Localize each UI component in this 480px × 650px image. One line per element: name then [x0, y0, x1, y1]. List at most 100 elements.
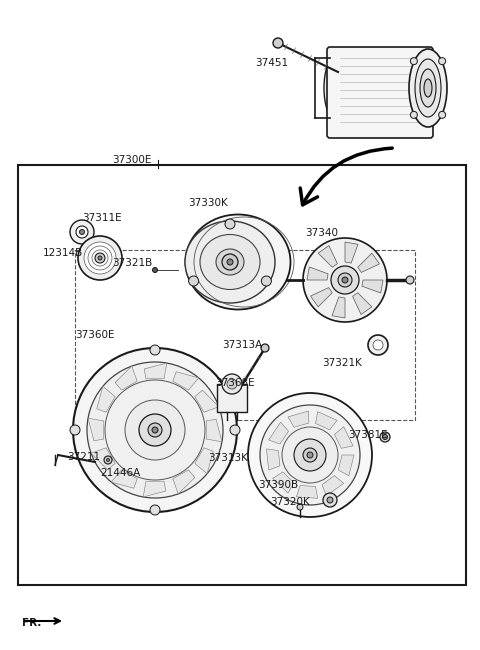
Circle shape: [107, 458, 109, 462]
Ellipse shape: [200, 235, 260, 289]
Polygon shape: [91, 448, 115, 470]
Polygon shape: [206, 419, 222, 442]
Circle shape: [406, 276, 414, 284]
Circle shape: [78, 236, 122, 280]
Circle shape: [87, 362, 223, 498]
Circle shape: [342, 277, 348, 283]
Ellipse shape: [415, 59, 441, 117]
Circle shape: [248, 393, 372, 517]
Polygon shape: [338, 455, 354, 476]
Ellipse shape: [409, 49, 447, 127]
Circle shape: [148, 423, 162, 437]
Circle shape: [153, 268, 157, 272]
Polygon shape: [173, 470, 195, 494]
Text: 12314B: 12314B: [43, 248, 83, 258]
Circle shape: [273, 38, 283, 48]
Polygon shape: [173, 372, 199, 390]
FancyArrowPatch shape: [300, 148, 392, 205]
Polygon shape: [332, 297, 345, 318]
Circle shape: [307, 452, 313, 458]
Text: 37330K: 37330K: [188, 198, 228, 208]
Circle shape: [222, 374, 242, 394]
Polygon shape: [144, 363, 167, 379]
Polygon shape: [115, 366, 137, 390]
Ellipse shape: [420, 69, 436, 107]
Circle shape: [261, 344, 269, 352]
Polygon shape: [362, 280, 383, 293]
Circle shape: [303, 238, 387, 322]
Circle shape: [262, 276, 271, 286]
Circle shape: [92, 250, 108, 266]
Text: 37390B: 37390B: [258, 480, 298, 490]
Circle shape: [80, 229, 84, 235]
Ellipse shape: [185, 214, 290, 309]
Text: 37320K: 37320K: [270, 497, 310, 507]
Circle shape: [338, 273, 352, 287]
Circle shape: [150, 345, 160, 355]
Text: 37313K: 37313K: [208, 453, 248, 463]
Circle shape: [95, 253, 105, 263]
Text: 37211: 37211: [67, 452, 100, 462]
Ellipse shape: [216, 249, 244, 275]
Bar: [75, 250, 415, 420]
Polygon shape: [97, 386, 115, 412]
Polygon shape: [307, 267, 328, 280]
Ellipse shape: [424, 79, 432, 97]
Text: 37340: 37340: [305, 228, 338, 238]
FancyBboxPatch shape: [327, 47, 433, 138]
Polygon shape: [195, 390, 219, 412]
Text: 37311E: 37311E: [82, 213, 121, 223]
Polygon shape: [111, 470, 137, 488]
Text: 37313A: 37313A: [222, 340, 262, 350]
Text: FR.: FR.: [22, 618, 41, 628]
Polygon shape: [297, 486, 318, 499]
Circle shape: [88, 246, 112, 270]
Text: 37321K: 37321K: [322, 358, 362, 368]
Ellipse shape: [324, 57, 346, 119]
Circle shape: [410, 58, 417, 64]
Circle shape: [380, 432, 390, 442]
Circle shape: [260, 405, 360, 505]
Circle shape: [227, 259, 233, 265]
Circle shape: [303, 448, 317, 462]
Circle shape: [230, 425, 240, 435]
Text: 37368E: 37368E: [215, 378, 254, 388]
Polygon shape: [345, 242, 358, 263]
Polygon shape: [143, 481, 166, 497]
Circle shape: [70, 220, 94, 244]
Polygon shape: [269, 422, 288, 444]
Polygon shape: [315, 411, 337, 430]
Polygon shape: [353, 292, 372, 315]
Circle shape: [282, 427, 338, 483]
Circle shape: [373, 340, 383, 350]
Polygon shape: [322, 476, 344, 496]
Circle shape: [225, 219, 235, 229]
Circle shape: [76, 226, 88, 238]
Circle shape: [70, 425, 80, 435]
Text: 37451: 37451: [255, 58, 288, 68]
Polygon shape: [311, 287, 332, 307]
Circle shape: [297, 504, 303, 510]
Circle shape: [189, 276, 199, 286]
Circle shape: [439, 58, 445, 64]
Polygon shape: [273, 472, 294, 493]
Bar: [217, 384, 247, 412]
Ellipse shape: [328, 66, 342, 110]
Ellipse shape: [185, 221, 275, 303]
Text: 37360E: 37360E: [75, 330, 115, 340]
Circle shape: [327, 497, 333, 503]
Circle shape: [294, 439, 326, 471]
Circle shape: [84, 242, 116, 274]
Polygon shape: [195, 448, 213, 474]
Circle shape: [323, 493, 337, 507]
Circle shape: [439, 111, 445, 118]
Text: 37300E: 37300E: [112, 155, 151, 165]
Text: 37321B: 37321B: [112, 258, 152, 268]
Polygon shape: [288, 411, 309, 427]
Circle shape: [73, 348, 237, 512]
Circle shape: [105, 380, 205, 480]
Polygon shape: [88, 418, 104, 441]
Circle shape: [331, 266, 359, 294]
Circle shape: [410, 111, 417, 118]
Polygon shape: [266, 449, 280, 470]
